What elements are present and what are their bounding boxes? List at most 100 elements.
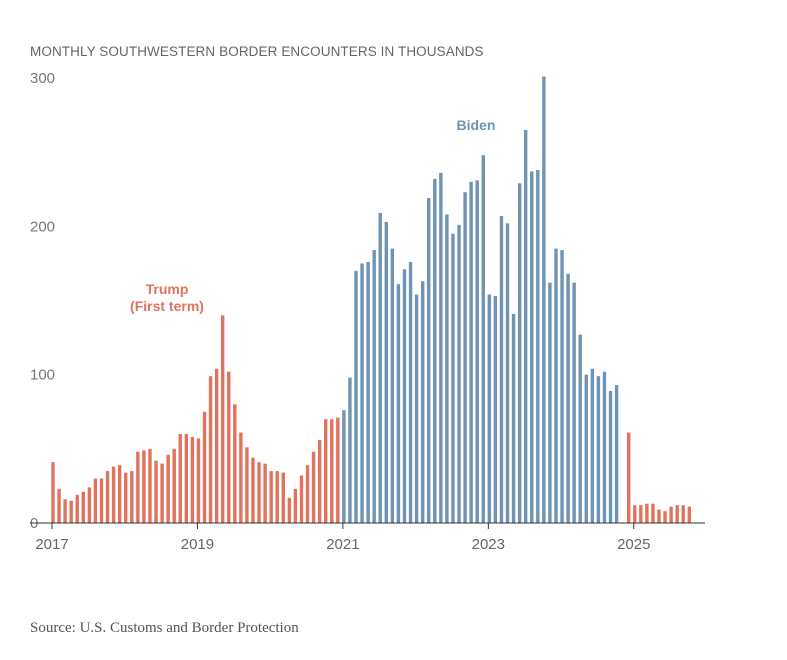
bar	[93, 478, 98, 523]
bar	[148, 448, 152, 523]
bar	[245, 447, 249, 523]
bar	[227, 371, 231, 523]
source-note: Source: U.S. Customs and Border Protecti…	[30, 620, 299, 636]
bars-group	[51, 76, 691, 524]
bar	[499, 215, 504, 523]
annotation-label: Biden	[457, 117, 496, 133]
bar	[257, 462, 261, 523]
bar	[669, 506, 673, 523]
bar	[287, 497, 292, 523]
bar	[663, 511, 667, 523]
bar	[305, 465, 310, 523]
bar	[172, 448, 176, 523]
bar	[530, 171, 534, 523]
bar	[608, 390, 613, 523]
bar	[81, 491, 85, 523]
bar	[166, 454, 170, 523]
bar	[633, 505, 637, 523]
bar	[366, 261, 370, 523]
bar	[645, 503, 649, 523]
bar	[572, 282, 576, 523]
y-tick-label: 300	[30, 70, 55, 87]
bar	[681, 505, 685, 523]
bar	[578, 334, 582, 523]
bar	[463, 192, 467, 523]
bar	[220, 315, 225, 523]
bar	[384, 221, 388, 523]
bar	[469, 181, 473, 523]
bar	[372, 250, 376, 523]
x-tick-label: 2021	[326, 536, 359, 553]
bar	[324, 419, 328, 523]
bar	[427, 198, 431, 523]
bar	[190, 436, 195, 523]
chart-title: MONTHLY SOUTHWESTERN BORDER ENCOUNTERS I…	[30, 44, 484, 59]
bar	[439, 172, 443, 523]
bar	[63, 499, 67, 523]
bar	[433, 178, 437, 523]
bar	[196, 438, 201, 523]
bar	[233, 404, 237, 523]
annotations: Trump(First term) Biden	[130, 117, 495, 314]
bar	[136, 451, 140, 523]
bar	[293, 488, 298, 523]
y-tick-label: 200	[30, 218, 55, 235]
bar	[342, 410, 346, 523]
bar	[214, 368, 219, 523]
bar	[299, 475, 304, 523]
bar	[317, 439, 322, 523]
x-tick-label: 2025	[617, 536, 650, 553]
bar	[130, 471, 134, 523]
bar	[117, 465, 122, 523]
bar	[639, 505, 643, 523]
bar	[457, 224, 461, 523]
bar	[536, 169, 540, 523]
bar	[657, 509, 661, 523]
bar	[487, 294, 492, 523]
bar	[202, 411, 207, 523]
bar	[311, 451, 316, 523]
bar	[142, 450, 146, 523]
bar	[75, 494, 79, 523]
bar	[651, 503, 655, 523]
bar	[493, 296, 498, 523]
x-tick-label: 2023	[472, 536, 505, 553]
annotation-label: (First term)	[130, 298, 204, 314]
bar	[251, 457, 255, 523]
bar	[627, 432, 631, 523]
bar	[542, 76, 546, 524]
bar	[475, 180, 479, 523]
bar	[517, 183, 522, 523]
bar	[360, 263, 364, 523]
bar	[178, 434, 182, 523]
bar	[687, 506, 691, 523]
bar	[566, 273, 570, 523]
bar	[263, 463, 267, 523]
x-axis-ticks: 2017 2019 2021 2023 2025	[35, 523, 650, 553]
bar	[614, 385, 619, 523]
bar	[336, 417, 340, 523]
bar	[602, 371, 607, 523]
bar	[481, 155, 485, 523]
bar	[330, 419, 334, 523]
bar	[523, 129, 528, 524]
bar	[111, 466, 116, 523]
bar	[208, 376, 213, 523]
bar	[560, 250, 564, 523]
bar	[584, 374, 588, 523]
bar	[414, 294, 419, 523]
bar	[548, 282, 552, 523]
bar	[390, 248, 395, 523]
bar	[554, 248, 558, 523]
bar	[408, 261, 413, 523]
bar	[354, 270, 358, 523]
bar	[87, 487, 92, 523]
bar	[505, 223, 510, 523]
bar	[396, 284, 401, 523]
bar	[105, 471, 110, 523]
bar	[596, 376, 601, 523]
bar	[184, 434, 189, 523]
bar	[275, 471, 279, 523]
bar	[590, 368, 595, 523]
